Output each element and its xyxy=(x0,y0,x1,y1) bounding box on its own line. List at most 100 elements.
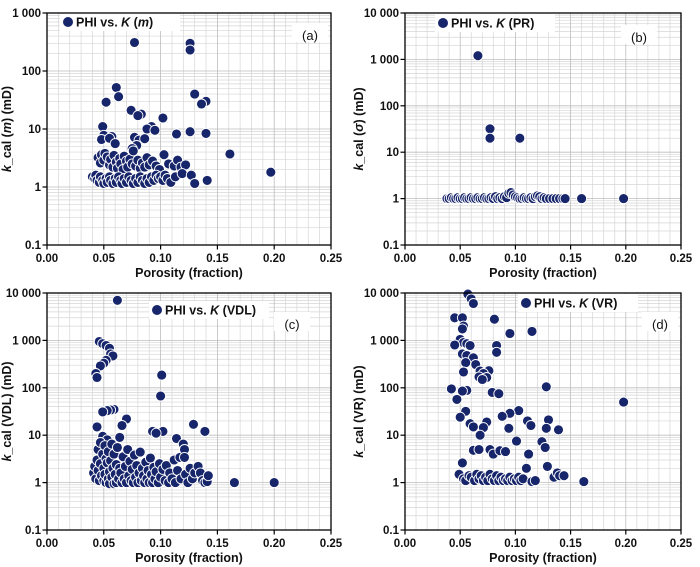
data-point xyxy=(144,452,156,464)
data-point xyxy=(176,168,188,180)
data-points xyxy=(88,294,280,490)
scatter-plot-a: PHI vs. K (m) (a) 0.00 0.05 0.10 0.15 0.20 0.25… xyxy=(0,8,343,280)
data-point xyxy=(472,50,484,62)
legend-label: PHI vs. K (VDL) xyxy=(165,304,256,318)
y-tick-label: 1 000 xyxy=(370,335,399,347)
x-tick-label: 0.20 xyxy=(263,538,285,550)
data-point xyxy=(541,460,553,472)
data-point xyxy=(132,110,144,122)
y-tick-label: 100 xyxy=(22,66,41,78)
panel-b: PHI vs. K (PR) (b) 0.00 0.05 0.10 0.15 0.20 0.2… xyxy=(350,0,700,283)
y-tick-label: 10 xyxy=(28,430,41,442)
legend-background xyxy=(435,14,555,32)
x-tick-label: 0.05 xyxy=(449,538,472,550)
data-point xyxy=(114,431,126,443)
data-point xyxy=(111,442,123,453)
data-point xyxy=(460,357,472,369)
legend-marker-icon xyxy=(152,305,162,315)
plot-background xyxy=(47,293,331,530)
grid-major xyxy=(47,293,331,530)
data-points xyxy=(86,18,277,189)
data-points xyxy=(441,50,630,205)
y-tick-label: 10 000 xyxy=(364,288,399,300)
data-points xyxy=(445,288,630,488)
panel-tag: (d) xyxy=(652,317,668,332)
y-axis-title: k_cal (VDL) (mD) xyxy=(0,361,14,461)
plot-border xyxy=(404,292,682,531)
data-point xyxy=(100,96,112,108)
data-point xyxy=(488,313,500,325)
data-point xyxy=(265,166,277,178)
data-point xyxy=(520,462,532,474)
x-tick-label: 0.05 xyxy=(449,253,472,265)
data-point xyxy=(484,123,496,135)
data-point xyxy=(558,470,570,482)
data-point xyxy=(529,475,541,487)
legend-background xyxy=(149,301,269,319)
data-point xyxy=(618,396,630,408)
data-point xyxy=(526,325,538,337)
data-point xyxy=(511,435,522,447)
data-point xyxy=(458,366,469,378)
legend-marker-icon xyxy=(438,18,448,28)
axis-ticks xyxy=(400,12,682,250)
data-point xyxy=(224,148,236,160)
data-point xyxy=(456,457,468,469)
x-axis-title: Porosity (fraction) xyxy=(489,266,597,280)
y-tick-label: 0.1 xyxy=(25,240,42,252)
data-point xyxy=(184,126,196,138)
x-tick-label: 0.05 xyxy=(93,253,116,265)
legend-background xyxy=(60,13,180,31)
data-point xyxy=(228,477,240,489)
x-tick-label: 0.00 xyxy=(36,538,58,550)
data-point xyxy=(184,44,196,56)
data-point xyxy=(149,124,161,136)
panel-tag-background xyxy=(292,23,328,42)
x-tick-label: 0.05 xyxy=(93,538,116,550)
y-tick-label: 100 xyxy=(22,383,41,395)
data-point xyxy=(491,346,503,358)
data-point xyxy=(451,393,463,405)
plot-background xyxy=(405,293,681,530)
data-point xyxy=(200,127,212,139)
y-tick-label: 0.1 xyxy=(383,240,400,252)
data-point xyxy=(500,446,511,458)
x-tick-label: 0.15 xyxy=(206,538,229,550)
data-point xyxy=(476,374,488,385)
x-tick-label: 0.10 xyxy=(149,253,171,265)
data-point xyxy=(189,178,201,189)
data-point xyxy=(496,410,508,422)
data-point xyxy=(539,442,551,453)
data-point xyxy=(111,294,123,306)
data-point xyxy=(158,149,170,161)
panel-d: PHI vs. K (VR) (d) 0.00 0.05 0.10 0.15 0.20 0.2… xyxy=(350,283,700,567)
data-point xyxy=(449,339,461,351)
data-point xyxy=(268,477,280,489)
x-tick-label: 0.15 xyxy=(559,538,582,550)
x-tick-label: 0.25 xyxy=(670,538,693,550)
y-tick-label: 1 xyxy=(35,182,42,194)
y-tick-label: 1 xyxy=(35,478,42,490)
data-point xyxy=(493,388,505,400)
data-point xyxy=(127,145,139,157)
y-tick-label: 100 xyxy=(380,101,399,113)
y-tick-label: 10 000 xyxy=(364,8,399,20)
data-point xyxy=(202,470,214,482)
legend-marker-icon xyxy=(63,17,73,27)
data-point xyxy=(484,132,496,144)
panel-tag-background xyxy=(621,25,657,44)
plot-background xyxy=(405,13,681,245)
legend-background xyxy=(518,294,638,312)
data-point xyxy=(467,421,479,433)
data-point xyxy=(157,112,169,124)
legend-label: PHI vs. K (VR) xyxy=(534,297,617,311)
data-point xyxy=(188,418,199,430)
y-tick-label: 1 xyxy=(393,194,400,206)
x-tick-label: 0.00 xyxy=(36,253,58,265)
axis-ticks xyxy=(42,12,332,250)
scatter-plot-d: PHI vs. K (VR) (d) 0.00 0.05 0.10 0.15 0.20 0.2… xyxy=(352,288,693,565)
panel-tag: (a) xyxy=(302,28,318,43)
y-tick-label: 1 000 xyxy=(12,335,41,347)
x-axis-title: Porosity (fraction) xyxy=(135,266,243,280)
data-point xyxy=(445,383,457,395)
